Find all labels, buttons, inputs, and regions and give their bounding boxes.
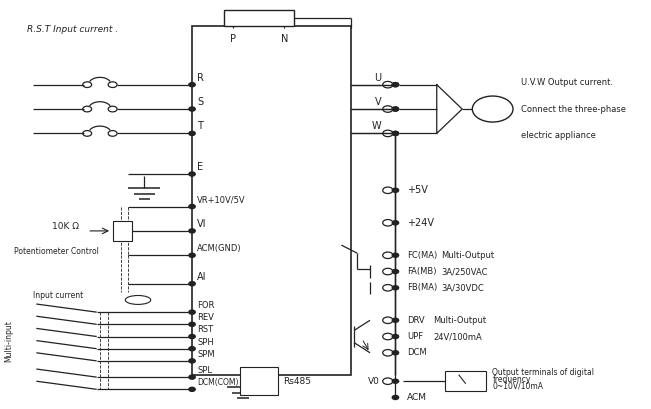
Circle shape bbox=[393, 270, 398, 274]
Text: DCM(COM): DCM(COM) bbox=[197, 378, 239, 387]
Bar bbox=[240, 367, 278, 396]
Bar bbox=[113, 221, 132, 241]
Circle shape bbox=[393, 379, 398, 383]
Circle shape bbox=[189, 322, 195, 326]
Text: DRV: DRV bbox=[407, 316, 424, 325]
Text: 3A/30VDC: 3A/30VDC bbox=[441, 283, 484, 292]
Circle shape bbox=[393, 286, 398, 290]
Text: FA(MB): FA(MB) bbox=[407, 267, 436, 276]
Text: Potentiometer Control: Potentiometer Control bbox=[14, 247, 99, 256]
Circle shape bbox=[189, 387, 195, 391]
Text: Rs485: Rs485 bbox=[283, 377, 311, 386]
Text: VI: VI bbox=[197, 219, 206, 229]
Circle shape bbox=[189, 335, 195, 339]
Circle shape bbox=[393, 221, 398, 225]
Bar bbox=[192, 26, 351, 375]
Text: U: U bbox=[374, 73, 381, 83]
Text: Connect the three-phase: Connect the three-phase bbox=[521, 105, 626, 114]
Circle shape bbox=[189, 172, 195, 176]
Text: U.V.W Output current.: U.V.W Output current. bbox=[521, 78, 613, 87]
Ellipse shape bbox=[126, 295, 151, 304]
Text: DCM: DCM bbox=[407, 348, 426, 357]
Circle shape bbox=[393, 131, 398, 135]
Text: AI: AI bbox=[197, 272, 206, 282]
Circle shape bbox=[189, 375, 195, 379]
Text: FOR: FOR bbox=[197, 301, 215, 310]
Circle shape bbox=[393, 107, 398, 111]
Text: SPL: SPL bbox=[197, 366, 212, 375]
Text: 10K Ω: 10K Ω bbox=[52, 222, 79, 231]
Text: ACM: ACM bbox=[407, 393, 427, 402]
Text: M: M bbox=[487, 104, 498, 114]
Circle shape bbox=[393, 253, 398, 257]
Text: E: E bbox=[197, 162, 203, 172]
Circle shape bbox=[393, 188, 398, 192]
Text: RST: RST bbox=[197, 326, 214, 335]
Text: 3A/250VAC: 3A/250VAC bbox=[441, 267, 488, 276]
Bar bbox=[224, 10, 294, 26]
Text: Multi-Output: Multi-Output bbox=[434, 316, 487, 325]
Bar bbox=[445, 371, 486, 391]
Text: frequency: frequency bbox=[492, 375, 531, 384]
Text: Multi-Output: Multi-Output bbox=[441, 251, 494, 260]
Text: +5V: +5V bbox=[407, 185, 428, 195]
Text: REV: REV bbox=[197, 313, 214, 322]
Text: ACM(GND): ACM(GND) bbox=[197, 244, 242, 253]
Circle shape bbox=[393, 351, 398, 355]
Text: Output terminals of digital: Output terminals of digital bbox=[492, 368, 594, 377]
Circle shape bbox=[393, 83, 398, 87]
Text: SPH: SPH bbox=[197, 338, 214, 347]
Text: +24V: +24V bbox=[407, 218, 434, 228]
Circle shape bbox=[393, 335, 398, 339]
Text: VR+10V/5V: VR+10V/5V bbox=[197, 196, 246, 204]
Circle shape bbox=[189, 229, 195, 233]
Circle shape bbox=[393, 131, 398, 135]
Text: V0: V0 bbox=[368, 377, 380, 386]
Text: R.S.T Input current .: R.S.T Input current . bbox=[27, 25, 118, 34]
Circle shape bbox=[189, 359, 195, 363]
Text: T: T bbox=[197, 121, 203, 131]
Circle shape bbox=[189, 347, 195, 351]
Circle shape bbox=[393, 396, 398, 400]
Text: V: V bbox=[375, 97, 381, 107]
Circle shape bbox=[473, 96, 513, 122]
Text: electric appliance: electric appliance bbox=[521, 131, 596, 140]
Circle shape bbox=[189, 282, 195, 286]
Circle shape bbox=[189, 310, 195, 314]
Text: R: R bbox=[197, 73, 204, 83]
Text: 0~10V/10mA: 0~10V/10mA bbox=[492, 382, 544, 391]
Circle shape bbox=[189, 253, 195, 257]
Text: FB(MA): FB(MA) bbox=[407, 283, 437, 292]
Text: Input current: Input current bbox=[33, 291, 83, 300]
Text: SPM: SPM bbox=[197, 350, 215, 359]
Text: 24V/100mA: 24V/100mA bbox=[434, 332, 482, 341]
Circle shape bbox=[189, 131, 195, 135]
Text: FC(MA): FC(MA) bbox=[407, 251, 437, 260]
Circle shape bbox=[393, 318, 398, 322]
Text: W: W bbox=[372, 121, 381, 131]
Circle shape bbox=[189, 107, 195, 111]
Text: Multi-input: Multi-input bbox=[5, 320, 14, 362]
Circle shape bbox=[189, 204, 195, 209]
Circle shape bbox=[189, 83, 195, 87]
Text: P: P bbox=[230, 34, 236, 44]
Text: UPF: UPF bbox=[407, 332, 423, 341]
Text: N: N bbox=[281, 34, 288, 44]
Circle shape bbox=[393, 107, 398, 111]
Text: S: S bbox=[197, 97, 203, 107]
Circle shape bbox=[393, 83, 398, 87]
